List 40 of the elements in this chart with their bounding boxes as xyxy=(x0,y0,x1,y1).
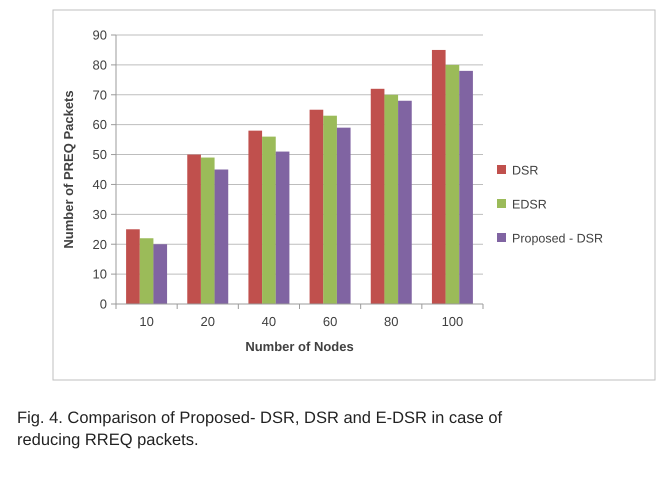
y-tick-label: 10 xyxy=(92,266,107,282)
x-tick-label: 40 xyxy=(262,314,276,329)
y-axis-title: Number of PREQ Packets xyxy=(61,90,76,249)
caption: Fig. 4. Comparison of Proposed- DSR, DSR and E-DSR in case of reducing RREQ packets. xyxy=(17,409,503,449)
x-tick-label: 80 xyxy=(384,314,398,329)
x-tick-label: 100 xyxy=(442,314,464,329)
bar xyxy=(153,244,168,304)
y-tick-label: 80 xyxy=(92,57,107,72)
bar xyxy=(276,152,290,304)
x-tick-label: 20 xyxy=(200,314,215,329)
bar xyxy=(446,64,460,304)
y-tick-label: 60 xyxy=(92,117,107,132)
bar xyxy=(459,70,473,304)
y-tick-label: 0 xyxy=(100,296,107,312)
bar xyxy=(126,229,140,304)
y-tick-label: 70 xyxy=(92,87,107,102)
bar xyxy=(384,94,398,304)
bar xyxy=(323,116,337,304)
legend-label: DSR xyxy=(512,163,538,178)
bar xyxy=(310,110,324,304)
x-tick-label: 10 xyxy=(139,314,154,329)
bar xyxy=(140,238,154,304)
bar xyxy=(187,154,201,304)
legend-label: EDSR xyxy=(512,197,547,212)
bar xyxy=(398,100,412,304)
bar xyxy=(200,158,215,304)
y-tick-label: 90 xyxy=(92,28,107,43)
x-axis-title: Number of Nodes xyxy=(245,339,354,354)
y-tick-label: 30 xyxy=(92,206,107,222)
y-tick-label: 20 xyxy=(92,236,107,252)
bar xyxy=(262,136,276,304)
y-tick-label: 50 xyxy=(92,147,107,162)
bar xyxy=(432,50,446,304)
bar xyxy=(336,128,351,304)
bar xyxy=(248,130,262,304)
x-tick-label: 60 xyxy=(322,314,338,329)
legend-label: Proposed - DSR xyxy=(512,231,604,246)
bar xyxy=(370,88,384,304)
bar xyxy=(214,170,228,304)
y-tick-label: 40 xyxy=(92,176,107,192)
